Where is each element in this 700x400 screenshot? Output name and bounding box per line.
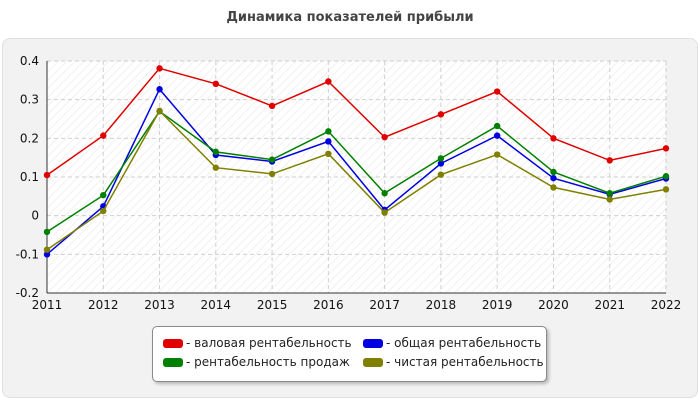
x-tick-label: 2018 xyxy=(426,298,457,312)
x-tick-label: 2014 xyxy=(201,298,232,312)
x-tick-label: 2017 xyxy=(369,298,400,312)
data-point-gross xyxy=(662,145,670,152)
legend-item-sales: - рентабельность продаж xyxy=(163,355,350,369)
legend-swatch-sales xyxy=(163,357,183,367)
data-point-net xyxy=(156,107,163,115)
legend: - валовая рентабельность - общая рентабе… xyxy=(152,326,547,382)
data-point-total xyxy=(43,251,51,258)
data-point-gross xyxy=(606,157,613,164)
data-point-gross xyxy=(493,88,501,95)
legend-label-total: - общая рентабельность xyxy=(386,336,542,350)
data-point-net xyxy=(493,151,501,158)
data-point-sales xyxy=(550,168,557,176)
data-point-sales xyxy=(325,128,332,135)
data-point-gross xyxy=(212,80,220,88)
data-point-net xyxy=(268,170,276,178)
x-tick-label: 2022 xyxy=(651,298,682,312)
x-tick-label: 2012 xyxy=(88,298,119,312)
data-point-sales xyxy=(100,191,107,199)
legend-label-sales: - рентабельность продаж xyxy=(186,355,350,369)
data-point-total xyxy=(550,174,557,182)
series-line-gross xyxy=(46,67,667,176)
y-tick-label: -0.2 xyxy=(16,286,39,300)
y-tick-label: 0 xyxy=(31,209,39,223)
x-tick-label: 2013 xyxy=(144,298,175,312)
x-tick-label: 2021 xyxy=(594,298,625,312)
data-point-sales xyxy=(381,190,388,197)
data-point-total xyxy=(437,160,445,167)
data-point-gross xyxy=(550,135,557,142)
data-point-gross xyxy=(100,132,107,139)
legend-label-gross: - валовая рентабельность xyxy=(186,336,352,350)
data-point-gross xyxy=(156,65,163,72)
data-point-net xyxy=(550,184,557,191)
x-tick-label: 2019 xyxy=(482,298,513,312)
data-point-sales xyxy=(43,228,51,236)
data-point-net xyxy=(437,171,445,178)
data-point-net xyxy=(100,207,107,215)
data-point-gross xyxy=(43,171,51,179)
data-point-net xyxy=(381,209,388,216)
data-point-gross xyxy=(437,111,445,118)
chart-title: Динамика показателей прибыли xyxy=(226,10,474,25)
data-point-net xyxy=(325,150,332,157)
data-point-total xyxy=(325,138,332,145)
y-tick-label: -0.1 xyxy=(16,247,39,261)
data-point-total xyxy=(493,132,501,139)
data-point-sales xyxy=(606,190,613,197)
data-point-net xyxy=(606,196,613,203)
legend-swatch-net xyxy=(363,357,383,367)
legend-swatch-total xyxy=(363,338,383,348)
data-point-sales xyxy=(212,148,220,156)
data-point-sales xyxy=(268,156,276,163)
data-point-sales xyxy=(493,122,501,130)
data-point-total xyxy=(156,86,163,93)
data-point-sales xyxy=(662,173,670,180)
data-point-gross xyxy=(268,102,276,110)
x-tick-label: 2020 xyxy=(538,298,569,312)
data-point-gross xyxy=(381,133,388,141)
y-tick-label: 0.1 xyxy=(20,170,39,184)
data-point-net xyxy=(43,246,51,253)
series-line-net xyxy=(46,109,667,251)
legend-swatch-gross xyxy=(163,338,183,348)
data-point-net xyxy=(662,186,670,193)
legend-item-total: - общая рентабельность xyxy=(363,336,541,350)
x-tick-label: 2016 xyxy=(313,298,344,312)
legend-item-net: - чистая рентабельность xyxy=(363,355,544,369)
data-point-sales xyxy=(437,155,445,162)
data-point-gross xyxy=(325,78,332,85)
series-line-sales xyxy=(46,110,667,233)
y-tick-label: 0.4 xyxy=(20,54,39,68)
x-tick-label: 2015 xyxy=(257,298,288,312)
legend-label-net: - чистая рентабельность xyxy=(386,355,544,369)
data-point-net xyxy=(212,164,220,171)
series-line-total xyxy=(46,87,667,255)
y-tick-label: 0.3 xyxy=(20,93,39,107)
x-tick-label: 2011 xyxy=(32,298,63,312)
y-tick-label: 0.2 xyxy=(20,131,39,145)
legend-item-gross: - валовая рентабельность xyxy=(163,336,352,350)
